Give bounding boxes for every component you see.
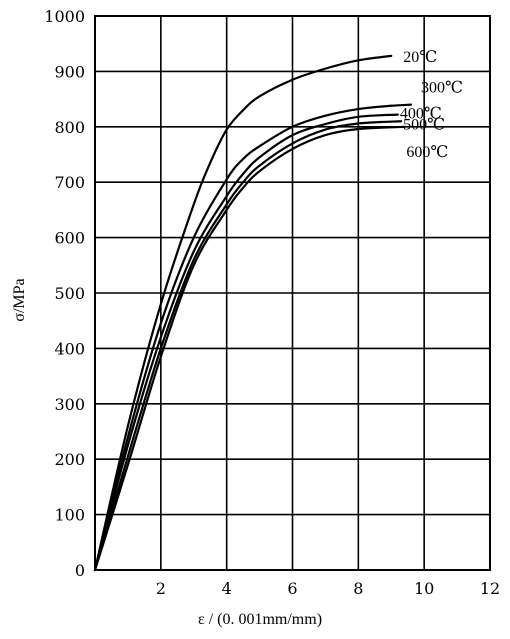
y-tick-label: 700	[54, 173, 85, 192]
y-tick-label: 1000	[44, 7, 85, 26]
series-line-4	[93, 125, 406, 572]
grid-lines	[95, 15, 491, 570]
x-tick-label: 12	[480, 579, 500, 598]
y-tick-label: 900	[54, 62, 85, 81]
series-label: 300℃	[421, 80, 463, 97]
series-label: 500℃	[403, 116, 445, 133]
y-tick-label: 500	[54, 284, 85, 303]
x-tick-label: 6	[287, 579, 297, 598]
y-tick-label: 600	[54, 229, 85, 248]
series-label: 20℃	[403, 49, 437, 66]
series-line-2	[93, 113, 399, 572]
series-line-3	[93, 120, 403, 572]
series-label: 400℃	[400, 106, 442, 123]
x-tick-label: 4	[222, 579, 232, 598]
tick-labels: 2 4 6 8 10 12 0 100 200 300 400 500 600 700 800 900 1000	[44, 7, 500, 598]
series-label: 600℃	[406, 144, 448, 161]
y-tick-label: 400	[54, 339, 85, 358]
series-line-1	[93, 103, 413, 572]
axes	[94, 15, 491, 571]
x-axis-label: ε / (0. 001mm/mm)	[198, 611, 322, 628]
y-axis-label: σ/MPa	[11, 278, 28, 321]
x-tick-label: 2	[156, 579, 166, 598]
x-tick-label: 8	[353, 579, 363, 598]
plot-frame	[94, 15, 491, 571]
y-tick-label: 800	[54, 118, 85, 137]
y-tick-label: 100	[54, 506, 85, 525]
series-line-0	[93, 54, 393, 572]
series-group	[93, 54, 413, 572]
y-tick-label: 200	[54, 450, 85, 469]
x-tick-label: 10	[414, 579, 434, 598]
y-tick-label: 300	[54, 395, 85, 414]
y-tick-label: 0	[75, 561, 85, 580]
